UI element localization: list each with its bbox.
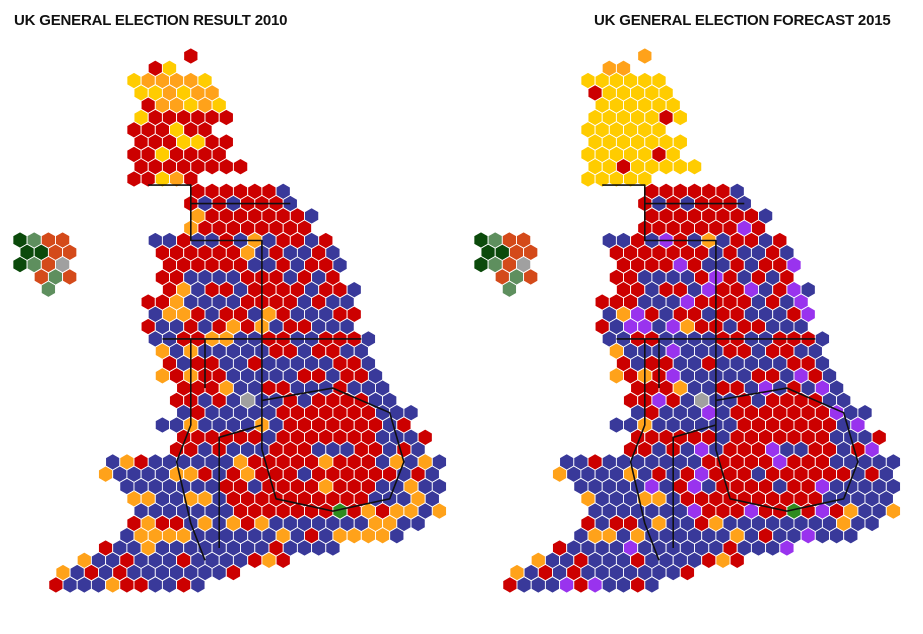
region-border bbox=[261, 387, 405, 512]
constituency-hex bbox=[389, 526, 405, 545]
hex-map-2015-svg bbox=[473, 47, 901, 594]
constituency-hex bbox=[800, 526, 816, 545]
constituency-hex bbox=[779, 539, 795, 557]
region-border bbox=[162, 338, 263, 450]
constituency-hex bbox=[608, 367, 624, 385]
constituency-hex bbox=[665, 563, 681, 582]
constituency-hex bbox=[715, 551, 731, 570]
region-border bbox=[672, 424, 717, 548]
constituency-hex bbox=[672, 108, 688, 127]
constituency-hex bbox=[686, 157, 703, 176]
region-border bbox=[175, 338, 206, 561]
constituency-hex bbox=[630, 576, 646, 594]
ni-constituency-hex bbox=[473, 255, 489, 274]
constituency-hex bbox=[261, 551, 277, 570]
constituency-hex bbox=[62, 576, 78, 594]
region-border bbox=[715, 387, 859, 512]
constituency-hex bbox=[311, 539, 327, 557]
constituency-hex bbox=[410, 514, 426, 533]
constituency-hex bbox=[346, 526, 362, 545]
constituency-hex bbox=[658, 157, 674, 176]
constituency-hex bbox=[48, 576, 64, 594]
constituency-hex bbox=[98, 465, 114, 483]
speaker-seat-hex bbox=[694, 391, 710, 410]
constituency-hex bbox=[431, 502, 447, 520]
constituency-hex bbox=[211, 563, 227, 582]
ni-constituency-hex bbox=[40, 280, 56, 298]
speaker-seat-hex bbox=[240, 391, 256, 410]
constituency-hex bbox=[701, 551, 717, 570]
ni-constituency-hex bbox=[501, 280, 517, 298]
constituency-hex bbox=[296, 539, 313, 557]
constituency-hex bbox=[573, 576, 589, 594]
region-border bbox=[602, 184, 745, 205]
constituency-hex bbox=[90, 576, 107, 594]
region-border bbox=[148, 184, 291, 205]
constituency-hex bbox=[183, 47, 199, 65]
region-border bbox=[616, 338, 717, 450]
constituency-hex bbox=[644, 576, 660, 594]
constituency-hex bbox=[615, 576, 632, 594]
constituency-hex bbox=[190, 576, 206, 594]
constituency-hex bbox=[885, 502, 901, 520]
constituency-hex bbox=[133, 576, 149, 594]
constituency-hex bbox=[552, 465, 568, 483]
constituency-hex bbox=[218, 157, 234, 176]
constituency-hex bbox=[105, 576, 121, 594]
constituency-hex bbox=[204, 157, 220, 176]
constituency-hex bbox=[161, 576, 178, 594]
constituency-hex bbox=[360, 526, 376, 545]
constituency-hex bbox=[516, 576, 532, 594]
constituency-hex bbox=[864, 514, 880, 533]
ni-constituency-hex bbox=[12, 255, 28, 274]
constituency-hex bbox=[765, 539, 781, 557]
constituency-hex bbox=[232, 157, 249, 176]
constituency-hex bbox=[375, 526, 391, 545]
constituency-hex bbox=[729, 551, 745, 570]
constituency-hex bbox=[154, 367, 170, 385]
constituency-hex bbox=[750, 539, 767, 557]
constituency-hex bbox=[814, 526, 830, 545]
region-border bbox=[218, 424, 263, 548]
ni-constituency-hex bbox=[62, 268, 78, 286]
constituency-hex bbox=[829, 526, 845, 545]
constituency-hex bbox=[275, 551, 291, 570]
constituency-hex bbox=[147, 576, 163, 594]
constituency-hex bbox=[544, 576, 561, 594]
constituency-hex bbox=[176, 576, 192, 594]
region-border bbox=[629, 338, 660, 561]
map-title-2015: UK GENERAL ELECTION FORECAST 2015 bbox=[594, 12, 891, 29]
constituency-hex bbox=[154, 416, 170, 434]
constituency-hex bbox=[225, 563, 241, 582]
map-title-2010: UK GENERAL ELECTION RESULT 2010 bbox=[14, 12, 288, 29]
constituency-hex bbox=[580, 170, 596, 188]
constituency-hex bbox=[530, 576, 546, 594]
constituency-hex bbox=[679, 563, 695, 582]
constituency-hex bbox=[672, 157, 688, 176]
region-border bbox=[190, 203, 362, 340]
constituency-hex bbox=[325, 539, 341, 557]
constituency-hex bbox=[559, 576, 575, 594]
constituency-hex bbox=[119, 576, 135, 594]
constituency-hex bbox=[843, 526, 859, 545]
constituency-hex bbox=[637, 47, 653, 65]
region-border bbox=[644, 203, 816, 340]
ni-constituency-hex bbox=[523, 268, 539, 286]
constituency-hex bbox=[601, 576, 617, 594]
constituency-hex bbox=[218, 108, 234, 127]
constituency-hex bbox=[76, 576, 92, 594]
hex-map-2010-svg bbox=[12, 47, 447, 594]
constituency-hex bbox=[126, 170, 142, 188]
constituency-hex bbox=[502, 576, 518, 594]
hex-map-2010 bbox=[12, 47, 447, 594]
constituency-hex bbox=[247, 551, 263, 570]
constituency-hex bbox=[608, 416, 624, 434]
constituency-hex bbox=[587, 576, 603, 594]
hex-map-2015 bbox=[461, 0, 923, 634]
